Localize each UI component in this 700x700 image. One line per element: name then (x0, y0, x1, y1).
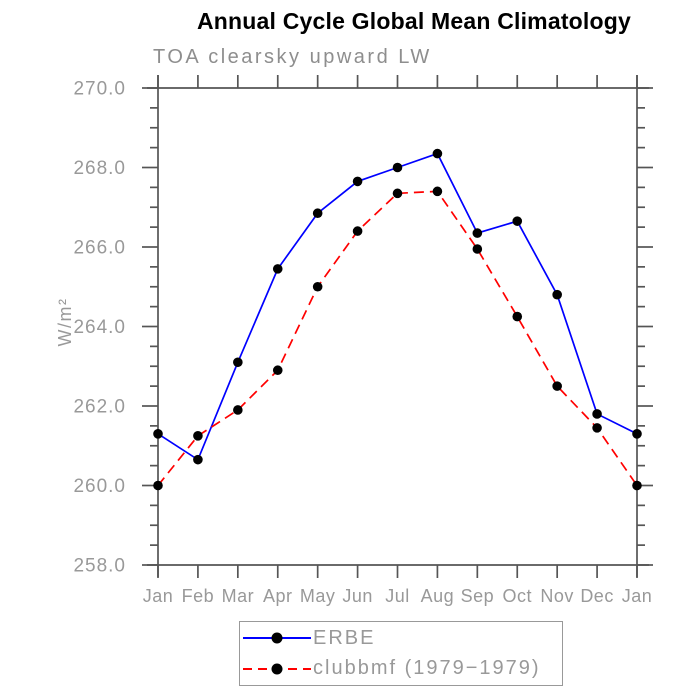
x-tick-label: Feb (182, 586, 215, 606)
x-tick-label: Dec (580, 586, 614, 606)
data-point-marker (153, 429, 163, 439)
legend-entry-erbe: ERBE (243, 624, 562, 652)
y-tick-label: 258.0 (73, 556, 126, 577)
data-point-marker (432, 186, 443, 197)
data-point-marker (472, 244, 483, 254)
x-tick-label: Jan (622, 586, 653, 606)
x-tick-label: Jul (385, 586, 410, 606)
data-point-marker (432, 148, 443, 159)
legend-line-solid (243, 632, 311, 644)
chart-title: Annual Cycle Global Mean Climatology (196, 8, 632, 34)
x-tick-label: Jun (342, 586, 373, 606)
legend-line-dashed (243, 663, 311, 675)
chart-subtitle: TOA clearsky upward LW (153, 46, 432, 68)
data-point-marker (312, 208, 323, 219)
x-tick-label: Oct (502, 586, 532, 606)
x-tick-label: May (300, 586, 336, 606)
legend-label-clubbmf: clubbmf (1979−1979) (313, 657, 541, 680)
data-point-marker (592, 423, 602, 433)
data-point-marker (233, 357, 243, 368)
data-point-marker (352, 176, 363, 187)
y-tick-label: 268.0 (73, 158, 126, 179)
data-point-marker (272, 365, 283, 376)
y-tick-label: 262.0 (73, 397, 126, 418)
data-point-marker (552, 381, 562, 391)
data-point-marker (193, 454, 203, 465)
x-tick-label: Aug (421, 586, 455, 606)
series-line-erbe (157, 152, 638, 461)
legend-label-erbe: ERBE (313, 626, 376, 649)
data-point-marker (512, 216, 523, 226)
data-point-marker (632, 429, 642, 439)
data-point-marker (272, 264, 283, 274)
data-point-marker (392, 162, 403, 173)
data-point-marker (552, 289, 562, 300)
data-point-marker (233, 405, 243, 415)
legend-entry-clubbmf: clubbmf (1979−1979) (243, 655, 562, 683)
y-tick-label: 270.0 (73, 79, 126, 100)
data-point-marker (312, 281, 323, 292)
x-tick-label: Nov (540, 586, 574, 606)
data-point-marker (153, 480, 163, 491)
data-point-marker (512, 311, 523, 322)
x-tick-label: Mar (222, 586, 255, 606)
legend-box: ERBE clubbmf (1979−1979) (239, 621, 563, 686)
y-tick-label: 266.0 (73, 238, 126, 259)
y-tick-label: 260.0 (73, 476, 126, 497)
y-tick-label: 264.0 (73, 317, 126, 338)
data-point-marker (632, 480, 642, 491)
data-point-marker (193, 431, 203, 441)
data-point-marker (592, 409, 602, 419)
x-tick-label: Sep (461, 586, 495, 606)
legend-marker-dot (271, 663, 283, 675)
data-point-marker (392, 188, 403, 199)
legend-marker-dot (271, 632, 283, 644)
data-point-marker (472, 228, 483, 238)
x-tick-label: Apr (263, 586, 293, 606)
series-line-clubbmf (157, 190, 638, 487)
x-tick-label: Jan (143, 586, 174, 606)
data-point-marker (352, 226, 363, 236)
